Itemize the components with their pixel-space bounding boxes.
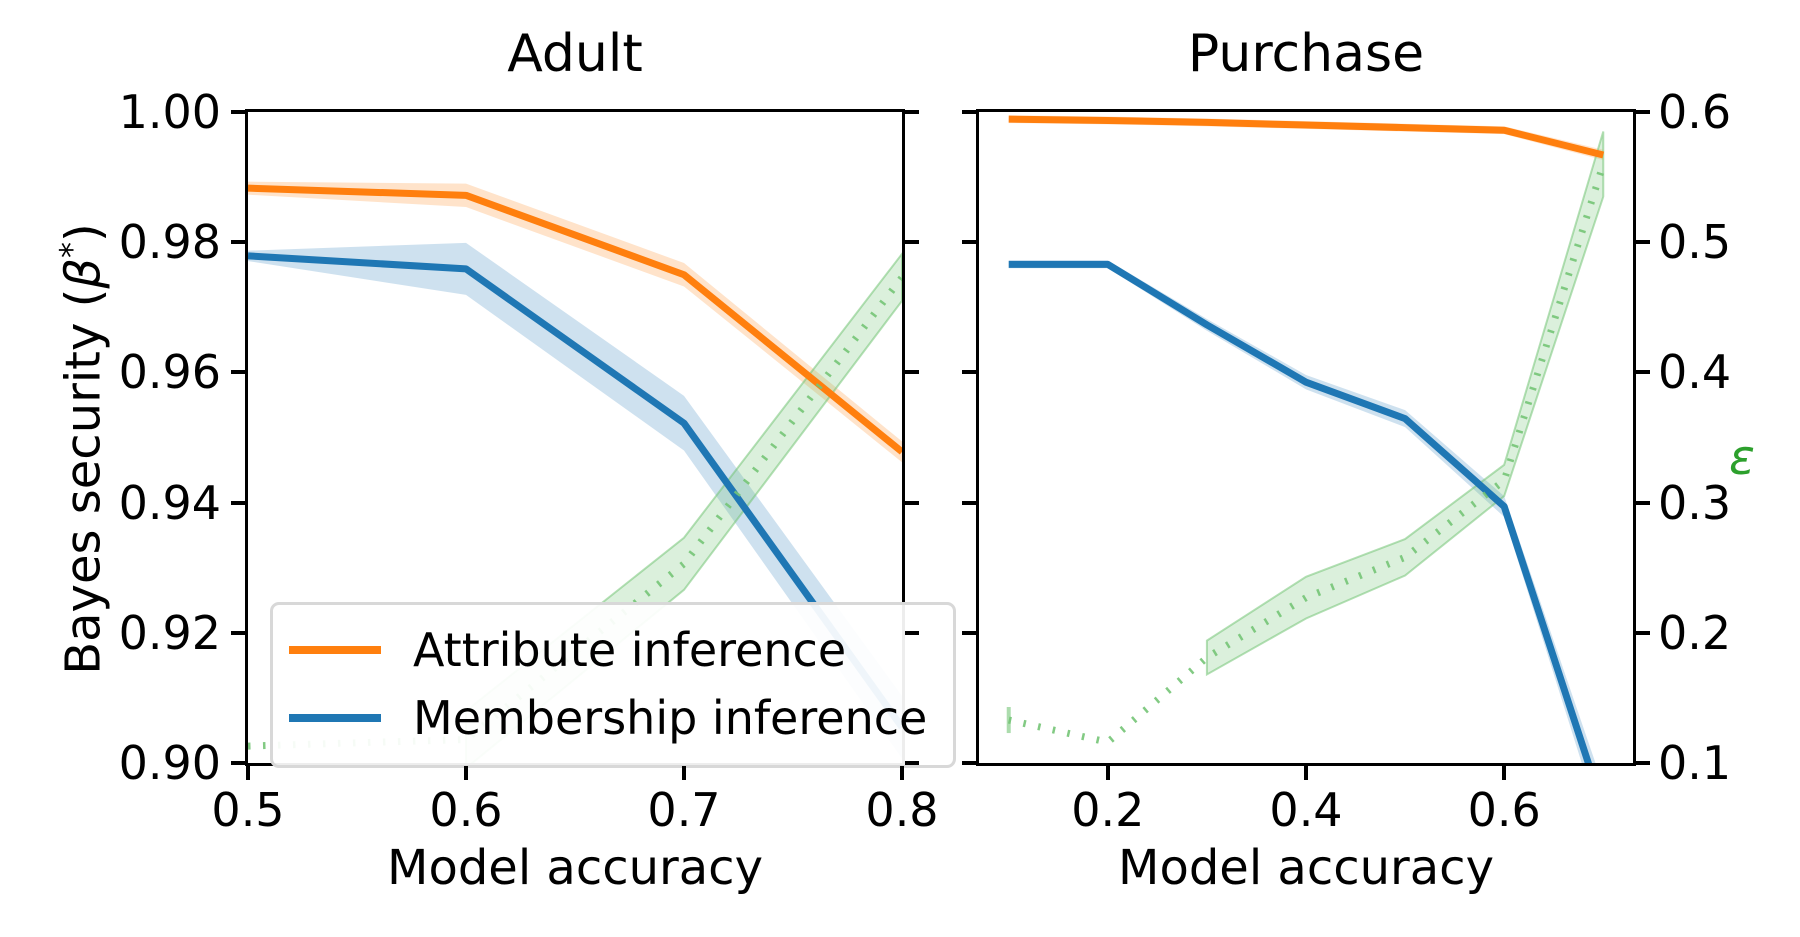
y-tick-right xyxy=(1636,240,1650,245)
x-tick-label: 0.2 xyxy=(1071,783,1145,837)
y-tick-left xyxy=(231,110,245,114)
x-tick xyxy=(1304,766,1308,780)
y-tick-left xyxy=(962,761,976,765)
x-tick-label: 0.7 xyxy=(647,783,721,837)
y-tick-label-right: 0.1 xyxy=(1658,736,1732,790)
legend: Attribute inference Membership inference xyxy=(270,602,957,768)
legend-item-membership: Membership inference xyxy=(289,691,927,745)
membership-line-sample xyxy=(289,714,381,722)
y-tick-label-right: 0.4 xyxy=(1658,345,1732,400)
purchase-chart-canvas xyxy=(1006,115,1607,763)
y-tick-label-left: 0.96 xyxy=(118,345,221,400)
y-tick-label-left: 0.94 xyxy=(118,475,221,530)
legend-item-attribute: Attribute inference xyxy=(289,623,927,677)
series-line-Attribute inference xyxy=(1008,115,1605,159)
y-tick-left xyxy=(962,370,976,375)
y-tick-label-right: 0.2 xyxy=(1658,605,1732,660)
x-tick-label: 0.6 xyxy=(1467,783,1541,837)
beta-superscript: * xyxy=(52,241,91,258)
y-tick-right xyxy=(905,630,919,635)
x-tick-label: 0.8 xyxy=(865,783,939,837)
y-tick-left xyxy=(962,500,976,505)
legend-label-membership: Membership inference xyxy=(413,691,928,745)
legend-label-attribute: Attribute inference xyxy=(413,623,847,677)
y-tick-left xyxy=(231,370,245,375)
y-tick-right xyxy=(1636,630,1650,635)
y-tick-left xyxy=(231,630,245,635)
purchase-title: Purchase xyxy=(1187,24,1425,84)
y-tick-left xyxy=(231,761,245,765)
y-tick-right xyxy=(1636,110,1650,114)
y-tick-label-left: 0.90 xyxy=(118,736,221,790)
x-tick xyxy=(246,766,250,780)
x-tick-label: 0.5 xyxy=(211,783,285,837)
attribute-line-sample xyxy=(289,646,381,654)
adult-x-axis-label: Model accuracy xyxy=(387,840,763,896)
y-tick-left xyxy=(231,500,245,505)
series-line-Attribute inference xyxy=(248,184,902,455)
y-tick-label-left: 0.98 xyxy=(118,215,221,270)
x-tick-label: 0.4 xyxy=(1269,783,1343,837)
purchase-plot-area xyxy=(979,112,1633,763)
y-tick-right xyxy=(905,110,919,114)
confidence-band-Membership inference xyxy=(1008,260,1596,763)
x-tick xyxy=(682,766,686,780)
y-tick-right xyxy=(905,500,919,505)
y-tick-left xyxy=(231,240,245,245)
y-tick-label-right: 0.6 xyxy=(1658,85,1732,139)
confidence-band-epsilon xyxy=(1205,131,1605,677)
adult-title: Adult xyxy=(507,24,643,84)
y-tick-left xyxy=(962,110,976,114)
purchase-x-axis-label: Model accuracy xyxy=(1118,840,1494,896)
y-tick-right xyxy=(905,370,919,375)
y-tick-left xyxy=(962,240,976,245)
x-tick-label: 0.6 xyxy=(429,783,503,837)
x-tick xyxy=(464,766,468,780)
x-tick xyxy=(900,766,904,780)
y-tick-left xyxy=(962,630,976,635)
epsilon-axis-label: ε xyxy=(1729,430,1755,486)
y-tick-label-right: 0.3 xyxy=(1658,475,1732,530)
x-tick xyxy=(1502,766,1507,780)
y-tick-right xyxy=(1636,370,1650,375)
y-tick-right xyxy=(1636,500,1650,505)
series-line-Membership inference xyxy=(1008,260,1593,763)
x-tick xyxy=(1105,766,1110,780)
y-tick-right xyxy=(905,761,919,765)
series-line-Membership inference xyxy=(248,252,902,730)
y-tick-right xyxy=(1636,761,1650,765)
y-tick-label-left: 1.00 xyxy=(118,85,221,139)
y-tick-label-right: 0.5 xyxy=(1658,215,1732,270)
y-tick-label-left: 0.92 xyxy=(118,605,221,660)
y-tick-right xyxy=(905,240,919,245)
